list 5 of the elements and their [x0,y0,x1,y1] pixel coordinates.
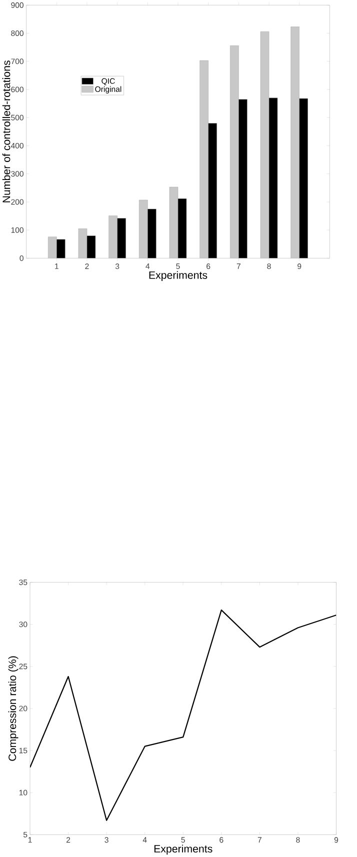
x-axis-title: Experiments [149,271,208,281]
x-axis-title: Experiments [154,844,212,855]
line-series [30,610,336,821]
y-axis-title: Compression ratio (%) [8,656,18,761]
y-axis-title: Number of controlled-rotations [2,60,10,202]
